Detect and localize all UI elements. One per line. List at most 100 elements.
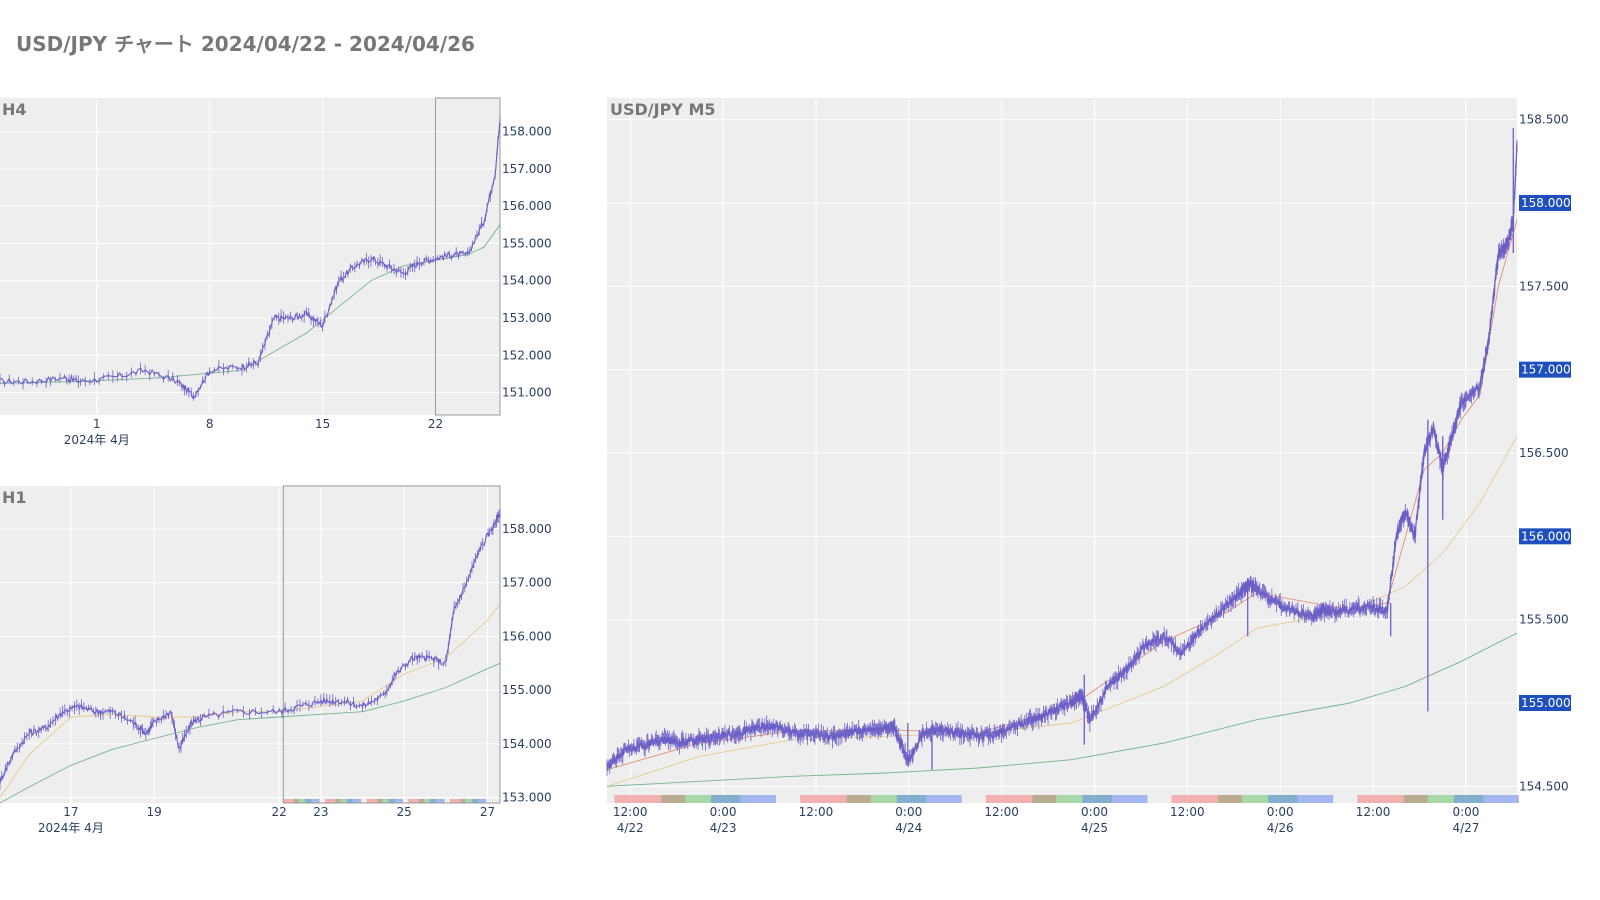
y-tick-label: 151.000 [502, 386, 552, 400]
x-tick-label: 0:00 [1267, 805, 1294, 819]
session-bar [418, 799, 425, 803]
session-bar [896, 795, 927, 803]
session-bar [1357, 795, 1404, 803]
session-bar [1483, 795, 1519, 803]
x-tick-label: 27 [480, 805, 495, 819]
session-bar [660, 795, 685, 803]
series-line-ma_mid [606, 436, 1518, 787]
session-bar [436, 799, 445, 803]
x-tick-label: 22 [272, 805, 287, 819]
session-bar [1112, 795, 1148, 803]
session-bar [1427, 795, 1454, 803]
session-bar [335, 799, 341, 803]
session-bar [283, 799, 294, 803]
x-tick-label: 12:00 [1170, 805, 1205, 819]
y-tick-label: 158.000 [1521, 196, 1571, 210]
x-tick-label: 12:00 [799, 805, 834, 819]
y-tick-label: 155.000 [1521, 696, 1571, 710]
y-tick-label: 156.500 [1519, 446, 1569, 460]
session-bar [395, 799, 403, 803]
session-bar [1171, 795, 1218, 803]
x-tick-sublabel: 4/26 [1267, 821, 1294, 835]
session-bar [382, 799, 389, 803]
x-tick-label: 12:00 [613, 805, 648, 819]
x-tick-sublabel: 4/27 [1452, 821, 1479, 835]
price-level-box [1519, 695, 1571, 711]
session-bar [800, 795, 847, 803]
x-tick-label: 0:00 [710, 805, 737, 819]
session-bar [293, 799, 300, 803]
session-bar [460, 799, 466, 803]
page-title: USD/JPY チャート 2024/04/22 - 2024/04/26 [16, 32, 475, 56]
session-bar [1453, 795, 1484, 803]
session-bar [614, 795, 661, 803]
m5-chart[interactable]: USD/JPY M5 154.500 155.000 155.500 156.000 15… [606, 98, 1600, 858]
x-tick-label: 19 [147, 805, 162, 819]
price-level-box [1519, 361, 1571, 378]
h4-chart[interactable]: H4 151.000 152.000 153.000 154.000 155.000 156… [0, 97, 560, 458]
session-bar [1403, 795, 1428, 803]
x-tick-label: 12:00 [984, 805, 1019, 819]
session-bar [430, 799, 437, 803]
y-tick-label: 155.000 [502, 236, 552, 250]
plot-area [607, 98, 1517, 803]
session-bar [377, 799, 383, 803]
y-tick-label: 154.500 [1519, 779, 1569, 793]
x-tick-sublabel: 4/25 [1081, 821, 1108, 835]
session-bar [1268, 795, 1298, 803]
session-bar [846, 795, 871, 803]
plot-area [0, 486, 500, 803]
session-bar [353, 799, 362, 803]
x-tick-label: 8 [206, 417, 214, 431]
x-axis-month-label: 2024年 4月 [64, 433, 130, 447]
y-tick-label: 156.000 [502, 629, 552, 643]
y-tick-label: 152.000 [502, 348, 552, 362]
y-tick-label: 153.000 [502, 311, 552, 325]
session-bar [1297, 795, 1334, 803]
session-bar [325, 799, 336, 803]
session-bar [478, 799, 487, 803]
session-bar [1218, 795, 1243, 803]
y-tick-label: 157.000 [502, 576, 552, 590]
price-level-box [1519, 528, 1571, 545]
session-bar [711, 795, 741, 803]
session-bar [870, 795, 897, 803]
panel-title: H1 [2, 488, 27, 507]
y-tick-label: 158.000 [502, 125, 552, 139]
x-axis-month-label: 2024年 4月 [38, 821, 104, 835]
y-tick-label: 153.000 [502, 791, 552, 805]
x-tick-label: 25 [397, 805, 412, 819]
y-tick-label: 156.000 [1521, 529, 1571, 543]
x-tick-label: 15 [315, 417, 330, 431]
series-line-ma_long [606, 632, 1518, 787]
y-tick-label: 156.000 [502, 199, 552, 213]
y-tick-label: 157.000 [1521, 363, 1571, 377]
session-bar [1032, 795, 1057, 803]
session-bar [366, 799, 378, 803]
session-bar [408, 799, 419, 803]
session-bar [1056, 795, 1083, 803]
x-tick-sublabel: 4/24 [895, 821, 922, 835]
session-bar [424, 799, 430, 803]
panel-title: USD/JPY M5 [610, 100, 716, 119]
highlight-range [282, 485, 501, 804]
h1-chart[interactable]: H1 153.000 154.000 155.000 156.000 157.000 158… [0, 485, 560, 846]
session-bar [450, 799, 461, 803]
y-tick-label: 155.500 [1519, 613, 1569, 627]
highlight-range [434, 97, 501, 416]
y-tick-label: 157.500 [1519, 279, 1569, 293]
session-bar [1242, 795, 1269, 803]
session-bar [685, 795, 711, 803]
session-bar [299, 799, 305, 803]
panel-title: H4 [2, 100, 27, 119]
y-tick-label: 154.000 [502, 274, 552, 288]
session-bar [340, 799, 347, 803]
x-tick-label: 0:00 [1081, 805, 1108, 819]
x-tick-label: 0:00 [1452, 805, 1479, 819]
session-bar [305, 799, 312, 803]
session-bar [346, 799, 354, 803]
y-tick-label: 158.000 [502, 522, 552, 536]
x-tick-sublabel: 4/22 [617, 821, 644, 835]
x-tick-label: 23 [313, 805, 328, 819]
session-bar [465, 799, 472, 803]
